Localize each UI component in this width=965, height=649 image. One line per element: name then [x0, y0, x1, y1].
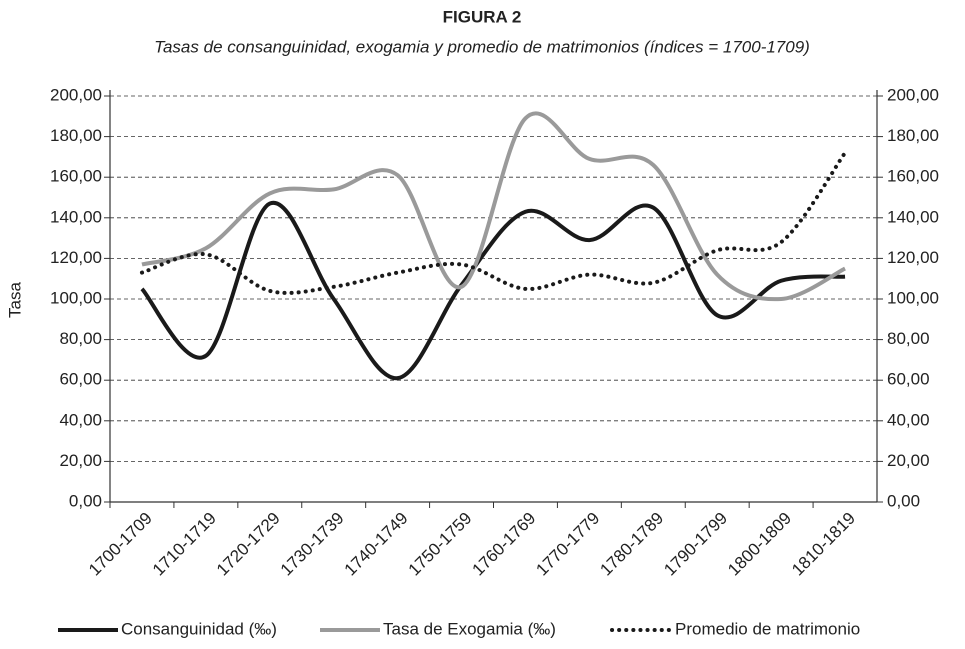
- x-tick-label: 1730-1739: [277, 509, 348, 580]
- legend-label: Promedio de matrimonio: [675, 619, 860, 638]
- x-tick-label: 1700-1709: [85, 509, 156, 580]
- y-tick-label: 20,00: [59, 451, 102, 470]
- y-tick-label: 60,00: [59, 370, 102, 389]
- y2-tick-label: 0,00: [887, 491, 920, 510]
- chart-subtitle: Tasas de consanguinidad, exogamia y prom…: [154, 37, 810, 56]
- x-tick-label: 1790-1799: [660, 509, 731, 580]
- x-tick-label: 1710-1719: [149, 509, 220, 580]
- y-tick-label: 200,00: [50, 85, 102, 104]
- y-tick-label: 120,00: [50, 248, 102, 267]
- y2-tick-label: 40,00: [887, 410, 930, 429]
- y2-tick-label: 200,00: [887, 85, 939, 104]
- x-tick-label: 1720-1729: [213, 509, 284, 580]
- y-tick-label: 160,00: [50, 167, 102, 186]
- y2-tick-label: 20,00: [887, 451, 930, 470]
- y2-tick-label: 100,00: [887, 288, 939, 307]
- x-tick-label: 1780-1789: [596, 509, 667, 580]
- y2-tick-label: 180,00: [887, 126, 939, 145]
- y-tick-label: 80,00: [59, 329, 102, 348]
- series-line: [141, 111, 846, 302]
- y-tick-label: 40,00: [59, 410, 102, 429]
- series-line: [140, 200, 846, 381]
- y-tick-label: 180,00: [50, 126, 102, 145]
- legend-label: Tasa de Exogamia (‰): [383, 619, 556, 638]
- chart-title: FIGURA 2: [443, 7, 522, 26]
- x-tick-label: 1760-1769: [469, 509, 540, 580]
- x-tick-label: 1770-1779: [532, 509, 603, 580]
- y2-tick-label: 160,00: [887, 167, 939, 186]
- x-tick-label: 1740-1749: [341, 509, 412, 580]
- series-line: [139, 150, 848, 295]
- y-axis-label: Tasa: [5, 282, 24, 318]
- y-tick-label: 100,00: [50, 288, 102, 307]
- y2-tick-label: 120,00: [887, 248, 939, 267]
- y2-tick-label: 140,00: [887, 207, 939, 226]
- x-tick-label: 1750-1759: [405, 509, 476, 580]
- y2-tick-label: 60,00: [887, 370, 930, 389]
- y2-tick-label: 80,00: [887, 329, 930, 348]
- x-tick-label: 1810-1819: [788, 509, 859, 580]
- legend-label: Consanguinidad (‰): [121, 619, 277, 638]
- y-tick-label: 0,00: [69, 491, 102, 510]
- x-tick-label: 1800-1809: [724, 509, 795, 580]
- y-tick-label: 140,00: [50, 207, 102, 226]
